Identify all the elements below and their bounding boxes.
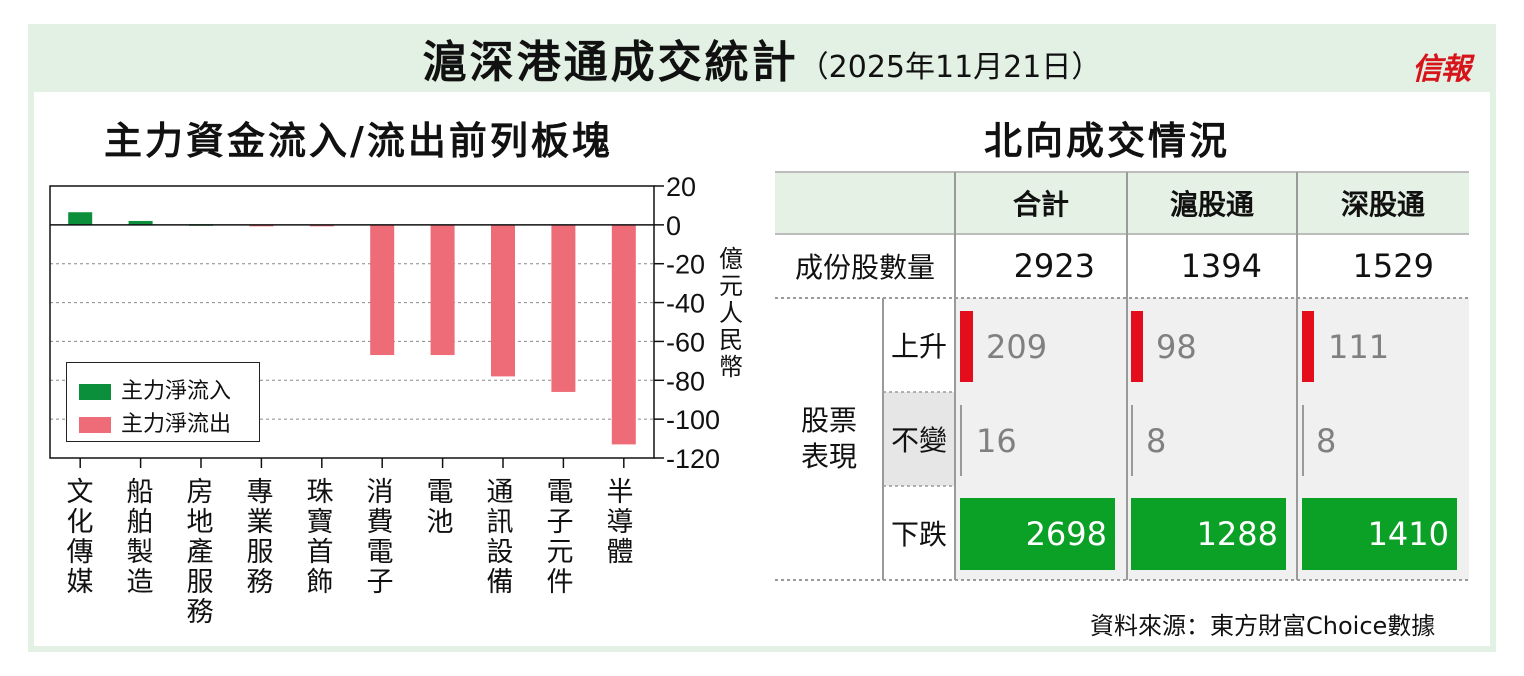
row-label-unchanged: 不變 (883, 392, 955, 486)
y-tick-label: -20 (666, 250, 705, 280)
y-tick-label: -40 (666, 289, 705, 319)
unchanged-sz: 8 (1316, 422, 1337, 460)
bar (611, 224, 636, 445)
y-tick-label: -60 (666, 327, 705, 357)
row-label-up: 上升 (883, 298, 955, 392)
table-title: 北向成交情況 (984, 119, 1231, 163)
y-tick-label: -120 (666, 444, 720, 474)
legend-inflow-swatch (79, 384, 111, 400)
plot-border (49, 185, 655, 459)
category-label: 船舶製造 (126, 477, 154, 598)
bar (370, 224, 395, 356)
up-total: 209 (986, 328, 1048, 366)
category-label: 珠寶首飾 (306, 477, 334, 598)
constituents-total: 2923 (1013, 247, 1095, 285)
category-label: 電池 (426, 477, 454, 538)
chart-title: 主力資金流入/流出前列板塊 (104, 119, 613, 163)
category-label: 半導體 (606, 477, 634, 568)
up-bar-total (960, 311, 973, 382)
bars (68, 212, 636, 445)
y-tick-label: -80 (666, 366, 705, 396)
unchanged-bar-sz (1302, 405, 1304, 476)
category-label: 通訊設備 (486, 477, 514, 598)
axis: 20 0 -20 -40 -60 -80 -100 -120 (49, 172, 720, 474)
down-total: 2698 (960, 498, 1115, 570)
up-bar-sz (1302, 311, 1314, 382)
legend-outflow-swatch (79, 417, 111, 433)
title-date: （2025年11月21日） (798, 50, 1102, 85)
bar (491, 224, 515, 377)
category-label: 專業服務 (246, 477, 274, 598)
legend-outflow: 主力淨流出 (79, 406, 231, 438)
unchanged-bar-sh (1131, 405, 1133, 476)
column-header-total: 合計 (1012, 188, 1069, 221)
unchanged-bar-total (960, 405, 962, 476)
brand-logo: 信報 (1412, 52, 1471, 87)
y-tick-label: 0 (666, 211, 681, 241)
grid-lines (50, 263, 654, 420)
performance-label: 股票表現 (800, 404, 857, 473)
up-bar-sh (1131, 311, 1143, 382)
column-header-sh: 滬股通 (1169, 188, 1254, 221)
row-label-down: 下跌 (883, 486, 955, 580)
bar (68, 212, 93, 225)
up-sh: 98 (1156, 328, 1197, 366)
legend-outflow-label: 主力淨流出 (121, 412, 232, 437)
source-note: 資料來源：東方財富Choice數據 (1090, 612, 1436, 640)
row-label-constituents: 成份股數量 (794, 251, 935, 284)
unchanged-total: 16 (976, 422, 1017, 460)
y-tick-label: 20 (666, 172, 696, 202)
bar (128, 220, 153, 225)
category-label: 電子元件 (546, 477, 574, 598)
main-title: 滬深港通成交統計（2025年11月21日） (0, 26, 1524, 90)
category-label: 文化傳媒 (66, 477, 94, 598)
bar (430, 224, 455, 356)
chart-legend: 主力淨流入 主力淨流出 (66, 362, 260, 442)
up-sz: 111 (1328, 328, 1390, 366)
unchanged-sh: 8 (1146, 422, 1167, 460)
title-text: 滬深港通成交統計 (422, 37, 799, 88)
down-sz: 1410 (1302, 498, 1457, 570)
y-tick-label: -100 (666, 405, 720, 435)
column-header-sz: 深股通 (1340, 188, 1425, 221)
constituents-sz: 1529 (1352, 247, 1434, 285)
category-label: 房地產服務 (186, 477, 214, 628)
bar (551, 224, 576, 392)
table-header-row (775, 172, 1469, 234)
down-sh: 1288 (1131, 498, 1286, 570)
constituents-sh: 1394 (1180, 247, 1262, 285)
y-axis-unit-label: 億元人民幣 (719, 245, 743, 381)
category-label: 消費電子 (366, 477, 394, 598)
legend-inflow: 主力淨流入 (79, 373, 231, 405)
legend-inflow-label: 主力淨流入 (121, 379, 232, 404)
performance-label-cell: 股票表現 (775, 298, 883, 580)
